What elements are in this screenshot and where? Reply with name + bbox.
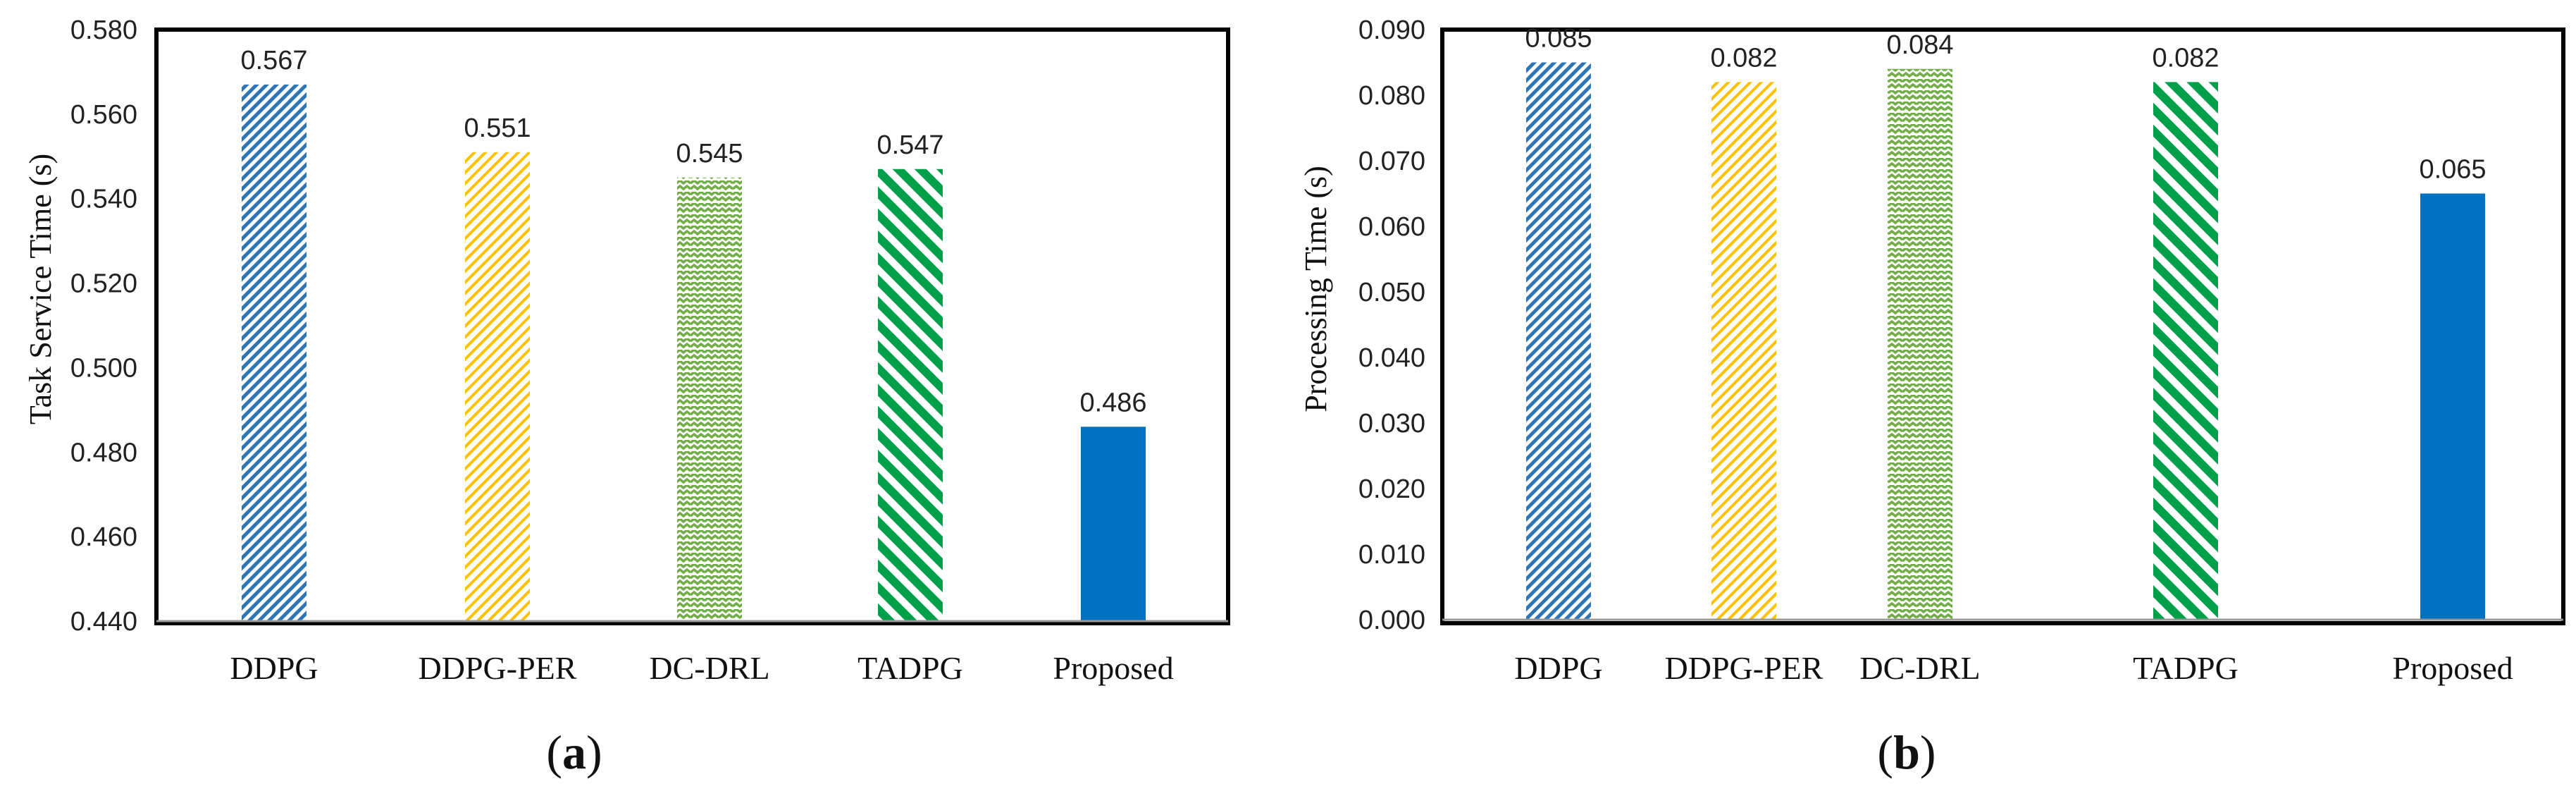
data-label-ddpg-per: 0.551 — [464, 114, 531, 143]
data-label-ddpg-per: 0.082 — [1710, 43, 1777, 73]
bar-proposed — [1081, 427, 1146, 621]
y-tick-label: 0.440 — [70, 607, 137, 637]
y-tick-label: 0.080 — [1358, 81, 1425, 111]
y-tick-label: 0.030 — [1358, 409, 1425, 439]
x-tick-label-tadpg: TADPG — [857, 650, 963, 686]
bar-tadpg — [878, 168, 943, 621]
y-tick-label: 0.040 — [1358, 343, 1425, 373]
x-tick-label-proposed: Proposed — [1053, 650, 1173, 686]
chart-panel-b: Processing Time (s) 0.000 0.010 0.020 0.030… — [1299, 16, 2565, 779]
panel-letter-b: b — [1893, 725, 1920, 779]
x-tick-label-ddpg: DDPG — [230, 650, 318, 686]
data-labels-b: 0.085 0.082 0.084 0.082 0.065 — [1525, 24, 2486, 185]
y-tick-label: 0.580 — [70, 16, 137, 45]
y-tick-label: 0.500 — [70, 353, 137, 383]
bar-ddpg — [242, 84, 306, 621]
panel-label-a: (a) — [546, 725, 602, 779]
y-tick-labels-b: 0.000 0.010 0.020 0.030 0.040 0.050 0.060 0.070… — [1358, 16, 1425, 635]
bar-tadpg — [2153, 82, 2218, 620]
chart-panel-a: Task Service Time (s) 0.440 0.460 0.480 0.5… — [23, 16, 1230, 779]
data-label-ddpg: 0.085 — [1525, 24, 1592, 54]
plot-frame-a — [154, 27, 1230, 625]
data-label-dc-drl: 0.545 — [676, 139, 743, 168]
x-tick-label-ddpg-per: DDPG-PER — [1665, 650, 1823, 686]
bar-ddpg-per — [465, 152, 530, 622]
y-tick-label: 0.060 — [1358, 212, 1425, 242]
y-tick-label: 0.520 — [70, 269, 137, 299]
data-label-proposed: 0.065 — [2419, 155, 2486, 185]
y-tick-label: 0.480 — [70, 438, 137, 467]
data-label-proposed: 0.486 — [1079, 388, 1146, 417]
x-tick-label-proposed: Proposed — [2392, 650, 2513, 686]
y-tick-label: 0.010 — [1358, 540, 1425, 570]
y-tick-label: 0.020 — [1358, 474, 1425, 504]
bar-dc-drl — [1888, 68, 1952, 620]
y-tick-label: 0.560 — [70, 100, 137, 130]
x-tick-label-ddpg: DDPG — [1514, 650, 1602, 686]
y-tick-label: 0.050 — [1358, 278, 1425, 307]
x-tick-label-ddpg-per: DDPG-PER — [419, 650, 577, 686]
y-tick-label: 0.090 — [1358, 16, 1425, 45]
x-tick-label-dc-drl: DC-DRL — [1859, 650, 1980, 686]
y-tick-label: 0.460 — [70, 522, 137, 552]
x-tick-labels-b: DDPG DDPG-PER DC-DRL TADPG Proposed — [1514, 650, 2513, 686]
bars-a — [242, 84, 1146, 622]
bar-ddpg — [1526, 62, 1591, 620]
y-axis-title-a: Task Service Time (s) — [23, 154, 58, 424]
data-label-dc-drl: 0.084 — [1886, 30, 1953, 60]
y-tick-label: 0.000 — [1358, 606, 1425, 635]
x-tick-label-tadpg: TADPG — [2133, 650, 2238, 686]
y-tick-label: 0.070 — [1358, 147, 1425, 176]
x-tick-label-dc-drl: DC-DRL — [649, 650, 769, 686]
bar-proposed — [2420, 193, 2485, 620]
bar-dc-drl — [677, 177, 742, 621]
x-tick-labels-a: DDPG DDPG-PER DC-DRL TADPG Proposed — [230, 650, 1173, 686]
panel-letter-a: a — [562, 725, 586, 779]
y-axis-title-b: Processing Time (s) — [1299, 166, 1333, 412]
panel-label-b: (b) — [1877, 725, 1936, 779]
plot-frame-b — [1440, 27, 2565, 625]
data-label-ddpg: 0.567 — [240, 46, 307, 75]
bars-b — [1526, 62, 2485, 620]
y-tick-label: 0.540 — [70, 185, 137, 214]
bar-ddpg-per — [1711, 82, 1776, 620]
data-label-tadpg: 0.547 — [877, 130, 943, 160]
data-label-tadpg: 0.082 — [2152, 43, 2219, 73]
data-labels-a: 0.567 0.551 0.545 0.547 0.486 — [240, 46, 1146, 417]
y-tick-labels-a: 0.440 0.460 0.480 0.500 0.520 0.540 0.560 0.580 — [70, 16, 137, 637]
